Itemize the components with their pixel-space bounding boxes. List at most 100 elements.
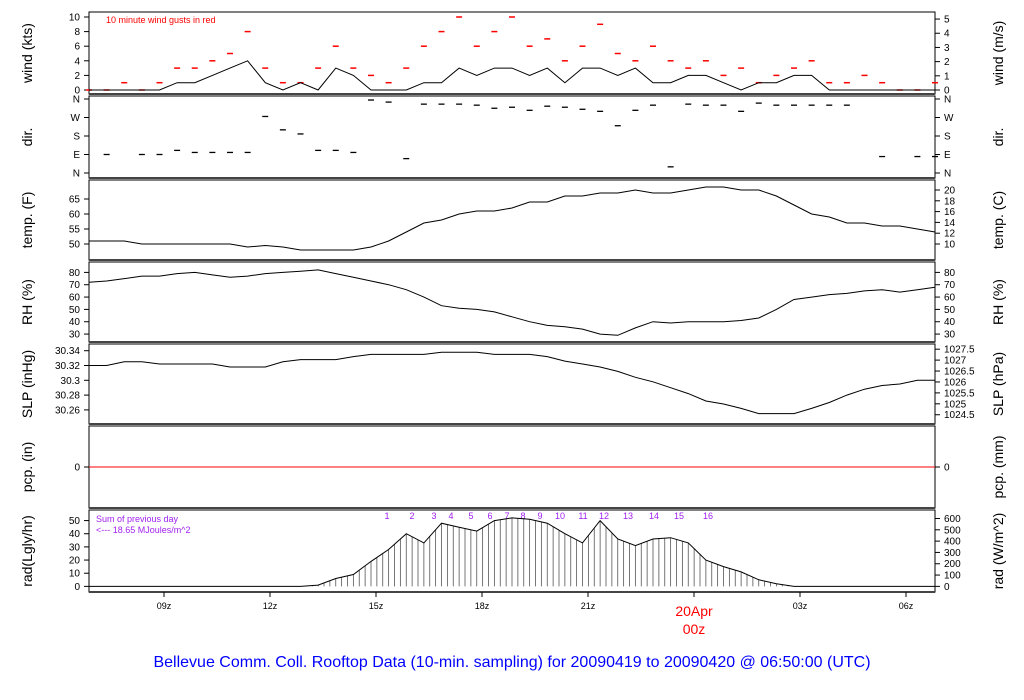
radiation-annotation: <--- 18.65 MJoules/m^2 xyxy=(96,525,191,535)
y-tick-label-left: 20 xyxy=(69,556,81,567)
y-tick-label-right: 80 xyxy=(944,268,956,279)
y-tick-label-left: 80 xyxy=(69,268,81,279)
y-tick-label-left: 30.32 xyxy=(55,361,80,372)
x-tick-label: 09z xyxy=(157,601,172,611)
y-tick-label-left: 6 xyxy=(74,42,80,53)
y-tick-label-right: 1025 xyxy=(944,399,967,410)
y-tick-label-left: 50 xyxy=(69,240,81,251)
y-tick-label-left: S xyxy=(73,132,80,143)
hour-label: 8 xyxy=(520,511,525,521)
y-tick-label-right: 10 xyxy=(944,240,956,251)
hour-label: 16 xyxy=(703,511,713,521)
y-tick-label-right: 40 xyxy=(944,317,956,328)
y-tick-label-right: 14 xyxy=(944,218,956,229)
hour-label: 15 xyxy=(674,511,684,521)
chart-title: Bellevue Comm. Coll. Rooftop Data (10-mi… xyxy=(153,654,870,671)
gust-annotation: 10 minute wind gusts in red xyxy=(106,15,216,25)
x-tick-label: 21z xyxy=(581,601,596,611)
slp-line xyxy=(89,351,935,415)
y-tick-label-right: 60 xyxy=(944,293,956,304)
y-tick-label-right: 50 xyxy=(944,305,956,316)
y-axis-label-left: pcp. (in) xyxy=(19,442,35,493)
hour-label: 2 xyxy=(409,511,414,521)
y-tick-label-left: 0 xyxy=(74,463,80,474)
temp-line xyxy=(89,186,936,251)
y-tick-label-left: 30 xyxy=(69,542,81,553)
panel-frame xyxy=(88,179,936,261)
hour-label: 9 xyxy=(537,511,542,521)
hour-label: 6 xyxy=(487,511,492,521)
hour-label: 10 xyxy=(555,511,565,521)
y-tick-label-left: 50 xyxy=(69,305,81,316)
y-tick-label-right: 300 xyxy=(944,548,961,559)
y-tick-label-left: 40 xyxy=(69,529,81,540)
rh-line xyxy=(88,269,936,336)
y-axis-label-right: rad (W/m^2) xyxy=(990,513,1006,590)
y-tick-label-right: 3 xyxy=(944,43,950,54)
y-axis-label-right: SLP (hPa) xyxy=(990,352,1006,416)
y-tick-label-left: 30 xyxy=(69,330,81,341)
y-tick-label-left: 30.34 xyxy=(55,346,80,357)
y-tick-label-right: 0 xyxy=(944,86,950,97)
y-tick-label-right: 1026 xyxy=(944,377,967,388)
y-axis-label-right: dir. xyxy=(990,128,1006,147)
y-tick-label-right: 1026.5 xyxy=(944,367,975,378)
y-tick-label-left: 55 xyxy=(69,225,81,236)
y-tick-label-left: 40 xyxy=(69,317,81,328)
y-axis-label-left: temp. (F) xyxy=(19,192,35,249)
y-tick-label-right: 200 xyxy=(944,559,961,570)
date-marker-date: 20Apr xyxy=(675,603,713,619)
y-axis-label-left: rad(Lgly/hr) xyxy=(19,515,35,587)
hour-label: 7 xyxy=(504,511,509,521)
y-tick-label-left: W xyxy=(71,113,81,124)
panel-slp: SLP (inHg) SLP (hPa) 30.26 30.28 30.3 30.32 30… xyxy=(19,343,1006,425)
y-tick-label-left: 60 xyxy=(69,293,81,304)
y-tick-label-right: 5 xyxy=(944,15,950,26)
hour-label: 12 xyxy=(599,511,609,521)
y-tick-label-left: 65 xyxy=(69,195,81,206)
y-tick-label-left: 2 xyxy=(74,71,80,82)
panel-frame xyxy=(88,95,936,179)
y-axis-label-left: dir. xyxy=(19,128,35,147)
y-tick-label-left: 70 xyxy=(69,280,81,291)
hour-label: 14 xyxy=(649,511,659,521)
y-tick-label-right: 0 xyxy=(944,463,950,474)
y-tick-label-left: E xyxy=(73,150,80,161)
y-tick-label-left: 30.26 xyxy=(55,405,80,416)
x-tick-label: 06z xyxy=(899,601,914,611)
y-tick-label-left: 8 xyxy=(74,27,80,38)
panel-frame xyxy=(88,11,936,95)
x-axis: 09z 12z 15z 18z 21z 03z 06z 20Apr 00z xyxy=(157,592,914,637)
y-tick-label-right: 1 xyxy=(944,71,950,82)
hour-label: 5 xyxy=(468,511,473,521)
radiation-annotation: Sum of previous day xyxy=(96,514,179,524)
y-tick-label-right: 20 xyxy=(944,186,956,197)
x-tick-label: 15z xyxy=(369,601,384,611)
y-tick-label-left: 4 xyxy=(74,56,80,67)
y-axis-label-left: wind (kts) xyxy=(19,23,35,84)
y-tick-label-right: 600 xyxy=(944,514,961,525)
panel-frame xyxy=(88,343,936,425)
y-tick-label-right: S xyxy=(944,132,951,143)
y-tick-label-left: 0 xyxy=(74,86,80,97)
y-tick-label-right: 16 xyxy=(944,207,956,218)
y-tick-label-right: 1025.5 xyxy=(944,388,975,399)
y-tick-label-right: 30 xyxy=(944,330,956,341)
y-axis-label-right: wind (m/s) xyxy=(990,21,1006,87)
y-axis-label-left: RH (%) xyxy=(19,279,35,325)
y-tick-label-left: 30.3 xyxy=(61,376,81,387)
y-axis-label-right: temp. (C) xyxy=(990,191,1006,249)
y-tick-label-right: 2 xyxy=(944,57,950,68)
x-tick-label: 12z xyxy=(263,601,278,611)
y-axis-label-left: SLP (inHg) xyxy=(19,350,35,418)
y-tick-label-right: 0 xyxy=(944,582,950,593)
y-tick-label-right: 70 xyxy=(944,280,956,291)
y-tick-label-right: 1024.5 xyxy=(944,410,975,421)
panel-pcp: pcp. (in) pcp. (mm) 0 0 xyxy=(19,425,1006,509)
x-tick-label: 03z xyxy=(793,601,808,611)
y-tick-label-left: 10 xyxy=(69,569,81,580)
